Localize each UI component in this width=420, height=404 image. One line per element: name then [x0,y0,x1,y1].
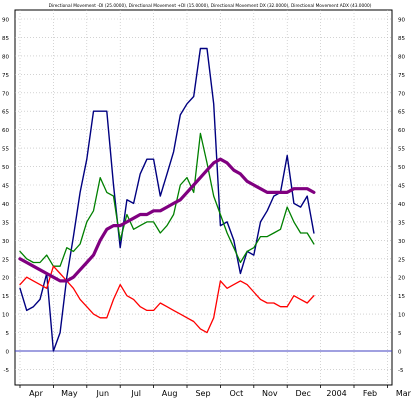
chart-title: Directional Movement -DI (25.0000), Dire… [49,3,372,9]
y-tick-label-right: 75 [398,73,405,79]
y-tick-label-right: 45 [398,184,405,190]
x-tick-label: Feb [363,389,377,398]
y-tick-label-right: 0 [398,350,402,356]
y-tick-label-left: 45 [2,184,9,190]
x-tick-label: Mar [396,389,412,398]
y-tick-label-left: 50 [2,165,9,171]
y-tick-label-right: 40 [398,202,405,208]
y-tick-label-left: 55 [2,147,9,153]
y-tick-label-right: 5 [398,331,402,337]
y-tick-label-left: 15 [2,294,9,300]
y-tick-label-right: 80 [398,54,405,60]
x-tick-label: 2004 [326,389,346,398]
x-tick-label: Apr [29,389,44,398]
series-plus_di [19,132,315,267]
y-tick-label-left: 90 [2,18,9,24]
y-tick-label-right: 35 [398,220,405,226]
x-tick-label: Dec [295,389,310,398]
series-line-adx [18,157,316,283]
y-tick-label-right: 65 [398,110,405,116]
y-tick-label-right: 50 [398,165,405,171]
y-tick-label-left: 20 [2,276,9,282]
y-tick-label-left: 80 [2,54,9,60]
x-tick-label: May [61,389,78,398]
y-tick-label-right: 55 [398,147,405,153]
series-minus_di [19,265,315,334]
y-tick-label-left: 25 [2,257,9,263]
y-tick-label-right: 90 [398,18,405,24]
y-tick-label-left: 5 [6,331,10,337]
y-tick-label-left: 10 [2,313,9,319]
x-tick-label: Jun [96,389,110,398]
y-tick-label-left: 75 [2,73,9,79]
x-tick-label: Jul [130,389,141,398]
y-tick-label-right: 25 [398,257,405,263]
y-tick-label-right: 85 [398,36,405,42]
y-tick-label-left: 0 [6,350,10,356]
y-tick-label-left: 40 [2,202,9,208]
y-tick-label-left: 65 [2,110,9,116]
y-tick-label-left: 30 [2,239,9,245]
y-tick-label-right: 30 [398,239,405,245]
y-tick-label-left: -5 [4,368,10,374]
y-tick-label-right: 60 [398,128,405,134]
series-dx [19,47,315,352]
y-tick-label-left: 85 [2,36,9,42]
y-tick-label-right: -5 [398,368,404,374]
x-tick-label: Nov [262,389,278,398]
y-tick-label-left: 35 [2,220,9,226]
x-tick-label: Oct [229,389,243,398]
series-line-plus_di [19,132,315,267]
plot-area [14,9,393,386]
x-tick-label: Sep [195,389,210,398]
series-line-minus_di [19,265,315,334]
series-line-dx [19,47,315,352]
y-tick-label-right: 15 [398,294,405,300]
y-tick-label-right: 20 [398,276,405,282]
y-tick-label-right: 70 [398,91,405,97]
y-tick-label-right: 10 [398,313,405,319]
y-tick-label-left: 70 [2,91,9,97]
series-adx [18,157,316,283]
grid-lines [15,10,392,385]
y-tick-label-left: 60 [2,128,9,134]
x-tick-label: Aug [162,389,178,398]
